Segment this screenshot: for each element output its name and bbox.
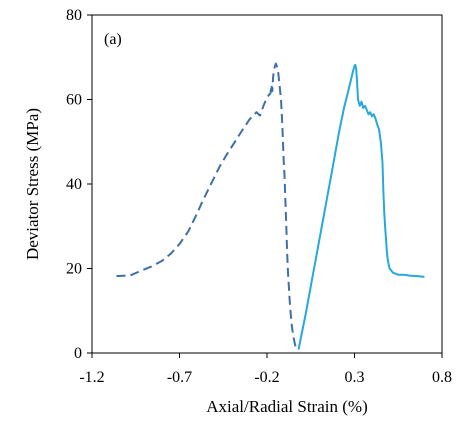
x-tick-label: -0.7 bbox=[167, 369, 192, 386]
axis-ticks: -1.2 -0.7 -0.2 0.3 0.8 0 20 40 60 80 bbox=[66, 7, 452, 386]
x-axis-title: Axial/Radial Strain (%) bbox=[206, 397, 367, 416]
panel-label: (a) bbox=[104, 31, 122, 48]
y-tick-label: 60 bbox=[66, 92, 82, 109]
x-tick-label: 0.3 bbox=[345, 369, 365, 386]
axial-strain-series-line bbox=[297, 63, 425, 350]
y-tick-label: 40 bbox=[66, 176, 82, 193]
y-tick-label: 80 bbox=[66, 7, 82, 24]
y-tick-label: 0 bbox=[74, 345, 82, 362]
x-tick-label: 0.8 bbox=[432, 369, 452, 386]
y-tick-label: 20 bbox=[66, 261, 82, 278]
x-tick-label: -1.2 bbox=[79, 369, 104, 386]
y-axis-title: Deviator Stress (MPa) bbox=[23, 108, 42, 260]
x-tick-label: -0.2 bbox=[254, 369, 279, 386]
data-series bbox=[116, 62, 425, 351]
radial-strain-series-line bbox=[116, 62, 299, 351]
